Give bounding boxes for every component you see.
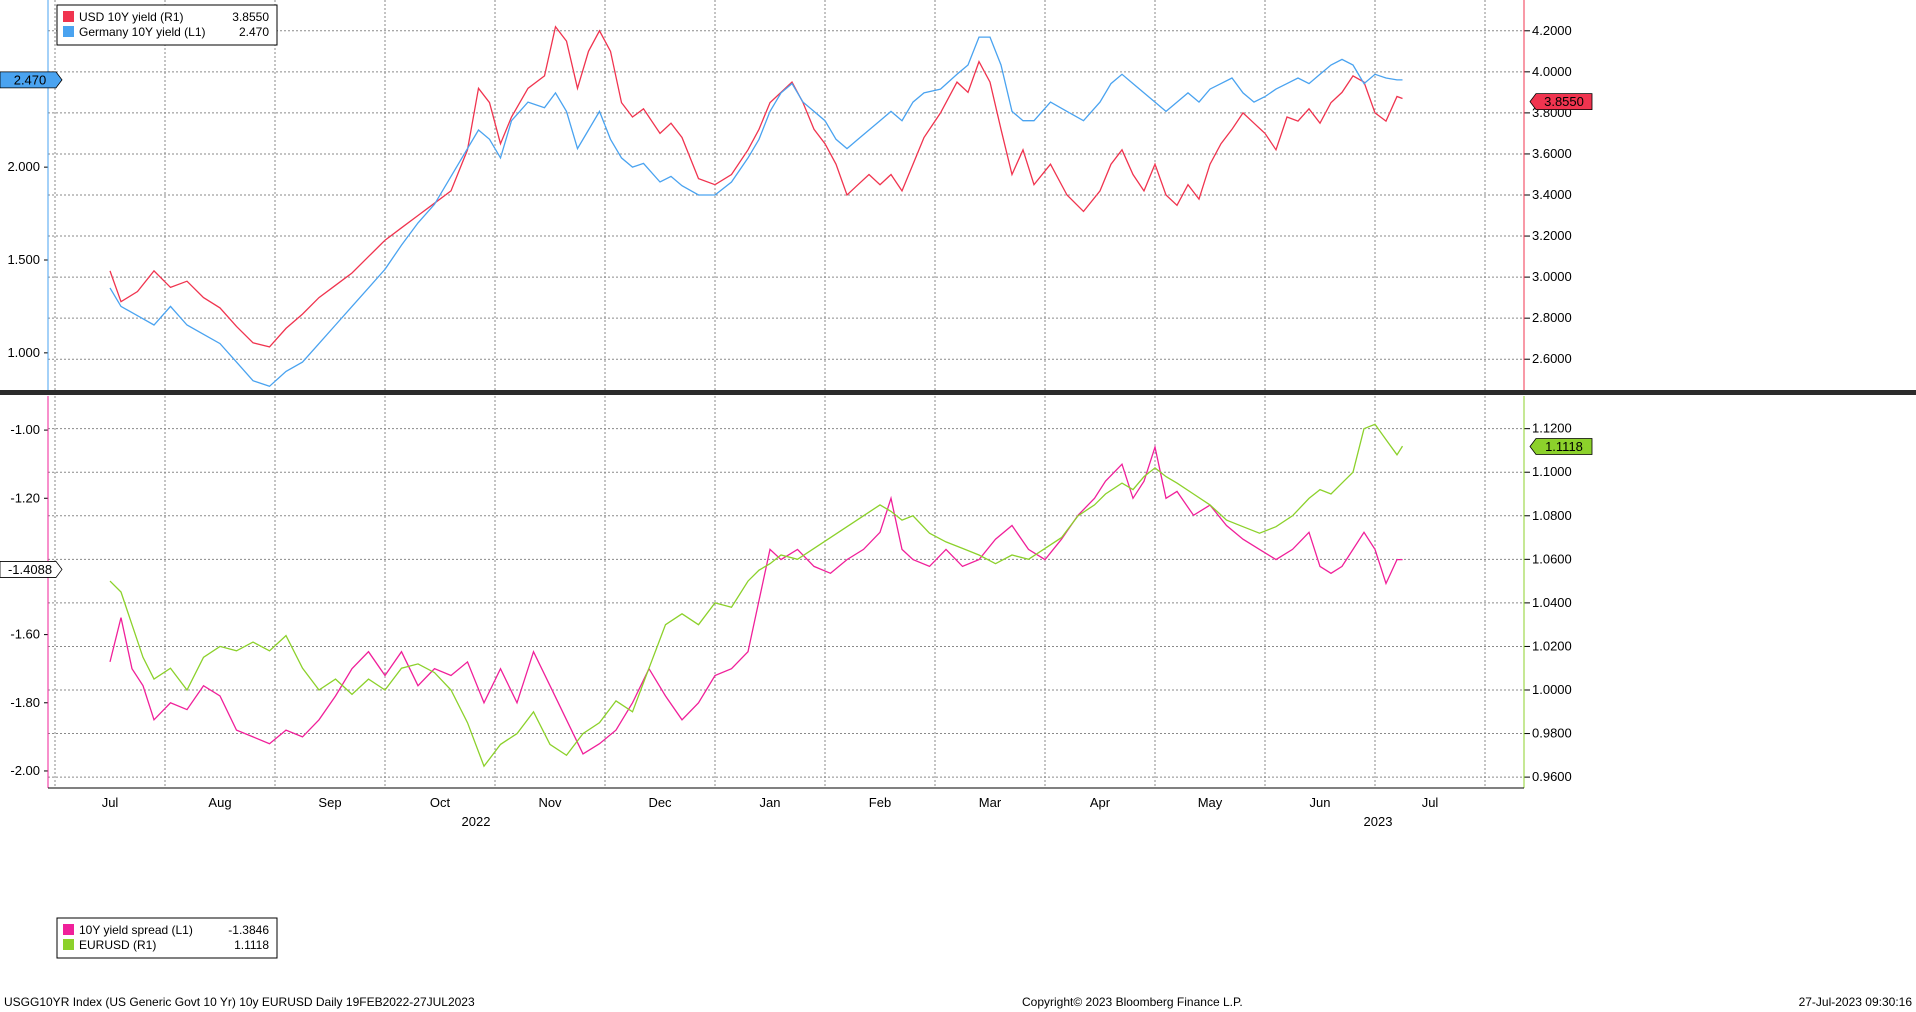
badge-text: 1.1118 (1545, 439, 1583, 454)
footer-left: USGG10YR Index (US Generic Govt 10 Yr) 1… (4, 995, 475, 1009)
series-line-1-0 (109, 444, 1403, 755)
right-tick-label: 3.0000 (1532, 269, 1572, 284)
badge-shape (0, 71, 63, 89)
badge-shape (1529, 438, 1593, 455)
right-tick-label: 3.2000 (1532, 228, 1572, 243)
footer-timestamp: 27-Jul-2023 09:30:16 (1798, 995, 1912, 1009)
right-tick-label: 1.1200 (1532, 421, 1572, 436)
left-tick-label: -1.00 (10, 422, 40, 437)
legends: USD 10Y yield (R1) 3.8550 Germany 10Y yiel… (56, 4, 278, 959)
badge-usd-last: 3.8550 (1529, 93, 1593, 111)
x-tick-label: Jan (760, 795, 781, 810)
badge-text: 3.8550 (1544, 94, 1584, 109)
left-tick-label: -1.80 (10, 695, 40, 710)
legend-swatch (63, 924, 74, 935)
legend-swatch (63, 939, 74, 950)
series-line-0-1 (109, 36, 1403, 388)
legend-value: 2.470 (239, 25, 269, 39)
year-label-2023: 2023 (1364, 814, 1393, 829)
legend-swatch (63, 26, 74, 37)
right-tick-label: 2.6000 (1532, 351, 1572, 366)
left-tick-label: -1.60 (10, 627, 40, 642)
x-tick-label: Jul (1422, 795, 1439, 810)
legend-label: EURUSD (R1) (79, 938, 156, 952)
right-tick-label: 2.8000 (1532, 310, 1572, 325)
right-tick-label: 1.0200 (1532, 638, 1572, 653)
year-label-2022: 2022 (462, 814, 491, 829)
badge-germany-last: 2.470 (0, 71, 63, 89)
left-tick-label: 1.000 (7, 345, 40, 360)
badge-spread-left: -1.4088 (0, 561, 63, 578)
badge-text: 2.470 (14, 72, 47, 87)
x-tick-label: Jul (102, 795, 119, 810)
legend-label: Germany 10Y yield (L1) (79, 25, 206, 39)
legend-value: 3.8550 (232, 10, 269, 24)
left-tick-label: -1.20 (10, 490, 40, 505)
badge-shape (0, 561, 63, 578)
footer-copyright: Copyright© 2023 Bloomberg Finance L.P. (1022, 995, 1243, 1009)
x-tick-label: Mar (979, 795, 1002, 810)
left-tick-label: 2.000 (7, 159, 40, 174)
right-tick-label: 1.0600 (1532, 551, 1572, 566)
x-tick-label: Oct (430, 795, 451, 810)
legend-swatch (63, 11, 74, 22)
x-tick-label: Nov (538, 795, 562, 810)
series-lines (109, 25, 1404, 768)
x-tick-label: Jun (1310, 795, 1331, 810)
right-tick-label: 4.0000 (1532, 64, 1572, 79)
x-tick-label: Sep (318, 795, 341, 810)
left-tick-label: -2.00 (10, 763, 40, 778)
x-tick-label: Dec (648, 795, 672, 810)
right-tick-label: 3.6000 (1532, 146, 1572, 161)
left-tick-label: 1.500 (7, 252, 40, 267)
axes: 2.60002.80003.00003.20003.40003.60003.80… (0, 0, 1916, 829)
right-tick-label: 1.1000 (1532, 464, 1572, 479)
x-tick-label: May (1198, 795, 1223, 810)
x-tick-label: Feb (869, 795, 891, 810)
series-line-0-0 (109, 25, 1403, 348)
legend-box (56, 4, 278, 46)
legend-label: USD 10Y yield (R1) (79, 10, 183, 24)
right-tick-label: 3.4000 (1532, 187, 1572, 202)
x-tick-label: Apr (1090, 795, 1111, 810)
badge-eurusd-last: 1.1118 (1529, 438, 1593, 455)
right-tick-label: 1.0000 (1532, 682, 1572, 697)
legend-label: 10Y yield spread (L1) (79, 923, 193, 937)
legend-value: -1.3846 (228, 923, 269, 937)
legend-value: 1.1118 (234, 938, 269, 952)
right-tick-label: 4.2000 (1532, 23, 1572, 38)
x-tick-label: Aug (208, 795, 231, 810)
legend-box (56, 917, 278, 959)
panel-separator (0, 390, 1916, 395)
badge-shape (1529, 93, 1593, 111)
legend-top: USD 10Y yield (R1) 3.8550 Germany 10Y yiel… (56, 4, 278, 46)
series-line-1-1 (109, 423, 1404, 768)
right-tick-label: 0.9600 (1532, 769, 1572, 784)
badge-text: -1.4088 (8, 562, 52, 577)
legend-bottom: 10Y yield spread (L1) -1.3846 EURUSD (R1) 1… (56, 917, 278, 959)
last-value-badges: 2.470 3.8550 -1.4088 1.1118 (0, 71, 1593, 578)
right-tick-label: 0.9800 (1532, 726, 1572, 741)
right-tick-label: 1.0400 (1532, 595, 1572, 610)
right-tick-label: 1.0800 (1532, 508, 1572, 523)
